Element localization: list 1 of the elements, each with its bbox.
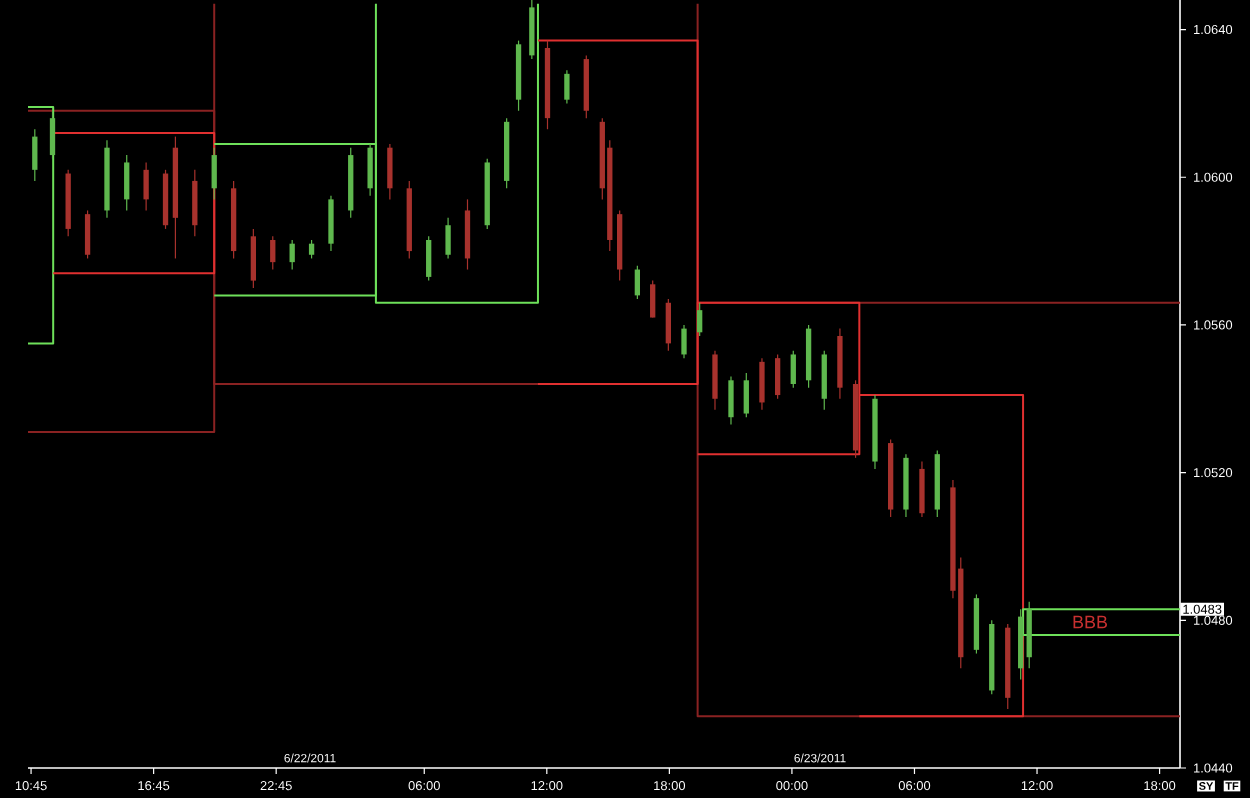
annotation: BBB xyxy=(1073,615,1108,629)
